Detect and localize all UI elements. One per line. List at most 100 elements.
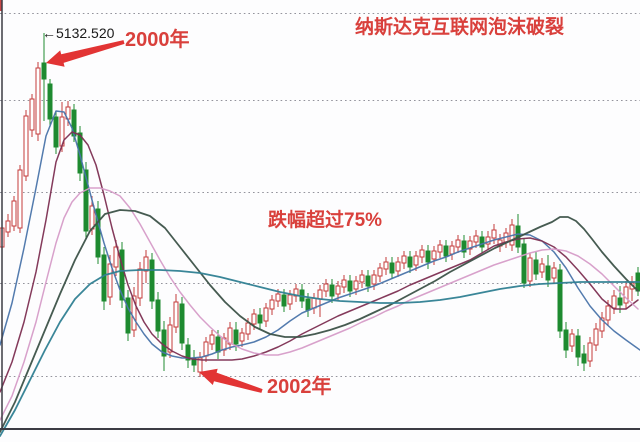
annotation-arrows: [46, 40, 263, 393]
candle-body-down: [149, 259, 155, 302]
candle-body-up: [269, 299, 275, 310]
candle-body-up: [467, 240, 473, 250]
candle-body-up: [527, 257, 533, 282]
candle-body-up: [287, 294, 293, 305]
candle-body-up: [377, 267, 383, 277]
candle-body-up: [311, 297, 317, 309]
candle-body-up: [449, 245, 455, 255]
candle-body-up: [353, 280, 359, 290]
candle-body-up: [107, 263, 113, 298]
candle-body-down: [521, 243, 527, 284]
candle-body-up: [431, 250, 437, 260]
candle-body-up: [419, 249, 425, 258]
candle-body-up: [491, 229, 497, 239]
candle-body-up: [89, 205, 95, 230]
candle-body-up: [401, 255, 407, 264]
arrow-2000: [46, 40, 125, 67]
candle-body-down: [407, 256, 413, 268]
candle-body-up: [605, 305, 611, 321]
arrow-2002: [199, 368, 263, 393]
candle-body-up: [599, 317, 605, 332]
candle-body-down: [83, 169, 89, 232]
gridlines: [0, 13, 640, 377]
ma-line-slow-pink: [0, 187, 639, 421]
candle-body-down: [53, 116, 59, 148]
candle-body-up: [227, 327, 233, 345]
candle-body-up: [275, 293, 281, 302]
candle-body-down: [257, 314, 263, 324]
candle-body-down: [389, 262, 395, 274]
candle-body-down: [119, 249, 125, 301]
candle-body-down: [533, 259, 539, 275]
candle-body-down: [563, 329, 569, 351]
candle-body-down: [215, 336, 221, 353]
candles-series: [0, 33, 640, 377]
candle-body-down: [179, 303, 185, 344]
candle-body-up: [359, 274, 365, 283]
candle-body-up: [239, 332, 245, 342]
candle-body-up: [593, 328, 599, 346]
candle-body-up: [35, 67, 41, 135]
candle-body-down: [41, 62, 47, 80]
candle-body-down: [95, 208, 101, 258]
candle-body-down: [329, 284, 335, 297]
candle-body-up: [611, 295, 617, 309]
candle-body-up: [23, 115, 29, 177]
candle-body-up: [383, 261, 389, 270]
candle-body-up: [29, 98, 35, 131]
candle-body-down: [101, 254, 107, 302]
moving-average-lines: [0, 110, 640, 437]
candle-body-down: [479, 236, 485, 248]
ma-line-slower-darkslate: [0, 209, 639, 433]
candle-body-up: [413, 255, 419, 266]
candle-body-up: [5, 220, 11, 233]
candle-body-down: [233, 329, 239, 345]
candle-body-up: [17, 169, 23, 229]
candle-body-down: [281, 294, 287, 307]
peak-price-label: ←5132.520: [42, 25, 115, 41]
candle-body-down: [365, 275, 371, 287]
ma-line-medium-maroon: [0, 131, 639, 393]
candle-body-up: [251, 313, 257, 325]
candle-body-up: [143, 256, 149, 272]
chart-title: 纳斯达克互联网泡沫破裂: [355, 17, 565, 38]
candle-body-up: [11, 200, 17, 227]
candle-body-up: [245, 322, 251, 335]
candle-body-up: [551, 267, 557, 279]
candle-body-up: [203, 341, 209, 357]
candle-body-down: [617, 297, 623, 306]
candle-body-down: [125, 297, 131, 334]
annotation-year-2002: 2002年: [267, 376, 332, 398]
candle-body-up: [455, 239, 461, 248]
candle-body-up: [371, 274, 377, 285]
candle-body-up: [569, 333, 575, 347]
candle-body-up: [341, 279, 347, 288]
candle-body-up: [137, 268, 143, 299]
ma-line-slowest-teal: [0, 269, 640, 437]
candle-body-up: [485, 236, 491, 245]
candle-body-down: [185, 344, 191, 361]
candle-body-up: [323, 283, 329, 292]
candle-body-down: [347, 280, 353, 292]
candle-body-down: [575, 335, 581, 358]
candle-body-down: [305, 298, 311, 311]
candle-body-up: [437, 244, 443, 253]
candle-body-down: [461, 240, 467, 253]
candle-body-down: [443, 245, 449, 257]
annotation-drawdown: 跌幅超过75%: [268, 210, 383, 231]
candle-body-up: [317, 289, 323, 300]
candle-body-down: [425, 250, 431, 263]
candle-body-down: [581, 353, 587, 364]
candle-body-up: [395, 261, 401, 272]
candle-body-up: [473, 235, 479, 243]
candle-body-up: [173, 301, 179, 328]
candle-body-up: [209, 334, 215, 345]
candle-body-up: [587, 342, 593, 362]
candle-body-up: [113, 246, 119, 268]
candle-body-up: [263, 307, 269, 322]
candle-body-up: [539, 263, 545, 273]
candle-body-down: [545, 265, 551, 281]
candle-body-down: [155, 299, 161, 332]
candle-body-up: [167, 324, 173, 353]
